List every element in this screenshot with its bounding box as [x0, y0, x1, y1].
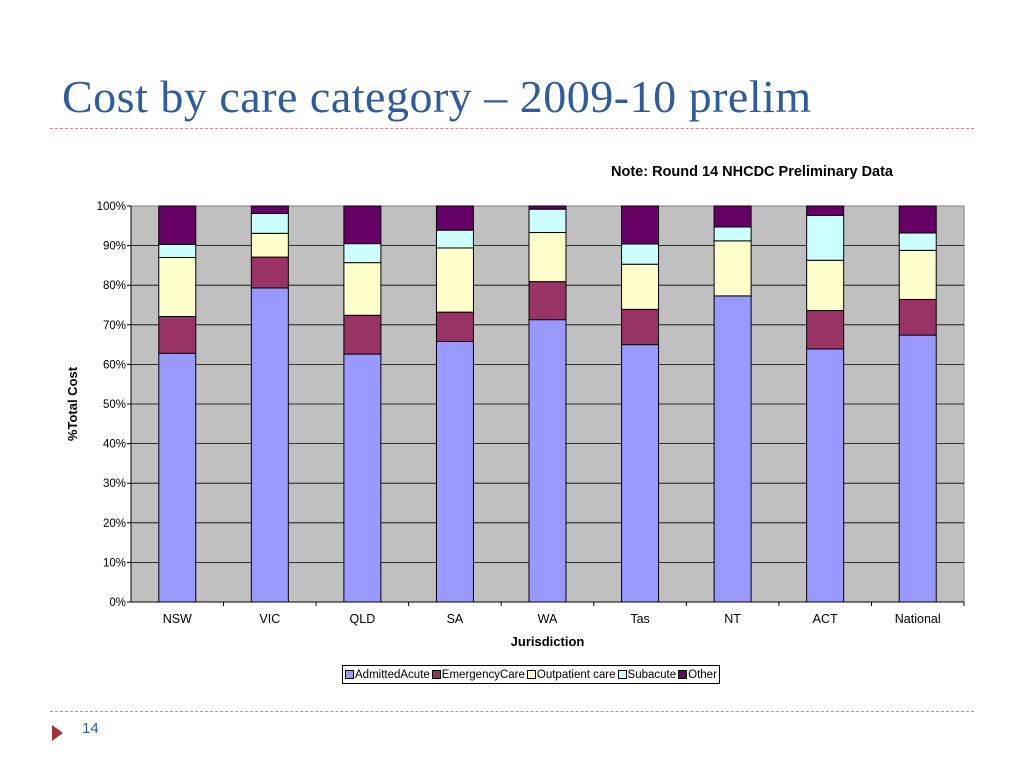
x-tick-label: Tas — [630, 612, 649, 626]
bar-segment — [806, 215, 845, 261]
x-tick-label: NT — [724, 612, 741, 626]
bar-segment — [806, 205, 845, 217]
legend-swatch — [617, 670, 627, 679]
bar-segment — [713, 226, 752, 242]
page-marker-icon — [52, 725, 63, 741]
bar-segment — [806, 348, 845, 603]
legend-item: Other — [678, 669, 717, 681]
bar-segment — [898, 249, 937, 300]
bar-segment — [435, 247, 474, 313]
legend-swatch — [678, 670, 688, 679]
x-tick-label: ACT — [813, 612, 838, 626]
bar-segment — [343, 314, 382, 355]
bar-segment — [435, 340, 474, 603]
bar-segment — [528, 205, 567, 210]
bar-segment — [250, 205, 289, 215]
bar-segment — [343, 243, 382, 264]
bar-segment — [343, 353, 382, 603]
footer-divider — [50, 711, 974, 712]
bar-segment — [343, 262, 382, 316]
bar-segment — [806, 310, 845, 350]
x-tick-label: NSW — [163, 612, 192, 626]
bar-segment — [713, 240, 752, 297]
y-axis-title: %Total Cost — [65, 366, 80, 441]
legend-swatch — [526, 670, 536, 679]
bar-segment — [158, 205, 197, 245]
legend-item: Subacute — [617, 668, 677, 681]
y-tick-label: 60% — [103, 359, 126, 371]
legend-item: Outpatient care — [526, 668, 616, 681]
x-tick-label: QLD — [350, 612, 376, 626]
bar-segment — [435, 229, 474, 249]
bar-segment — [528, 281, 567, 321]
bar-segment — [621, 263, 660, 310]
legend-swatch — [345, 670, 354, 679]
x-tick-label: WA — [538, 612, 558, 626]
bar-segment — [621, 308, 660, 346]
bar-segment — [250, 256, 289, 289]
bar-segment — [528, 319, 567, 603]
legend-item: EmergencyCare — [431, 668, 525, 681]
x-tick-label: National — [895, 612, 941, 626]
bar-segment — [528, 232, 567, 283]
y-tick-label: 100% — [97, 201, 126, 213]
legend-item: AdmittedAcute — [345, 669, 430, 681]
bar-segment — [343, 205, 382, 245]
legend-label: Other — [688, 668, 717, 681]
y-tick-label: 70% — [103, 320, 126, 332]
bar-segment — [435, 205, 474, 231]
bar-segment — [713, 295, 752, 603]
legend-label: Subacute — [627, 668, 677, 681]
legend-label: AdmittedAcute — [355, 668, 430, 681]
bar-segment — [898, 334, 937, 603]
bar-segment — [250, 213, 289, 234]
bar-segment — [621, 205, 660, 245]
bar-segment — [806, 259, 845, 312]
bar-segment — [250, 287, 289, 603]
y-tick-label: 50% — [103, 399, 126, 411]
page-number: 14 — [82, 720, 99, 737]
y-tick-label: 10% — [103, 557, 126, 569]
bar-segment — [158, 315, 197, 354]
bar-segment — [158, 256, 197, 317]
x-axis-title: Jurisdiction — [511, 634, 585, 649]
y-tick-label: 90% — [103, 241, 126, 253]
legend-label: Outpatient care — [536, 668, 616, 681]
bar-segment — [250, 232, 289, 258]
legend-swatch — [431, 670, 441, 679]
y-tick-label: 0% — [109, 597, 126, 609]
y-tick-label: 30% — [103, 478, 126, 490]
bar-segment — [158, 243, 197, 258]
slide-title: Cost by care category – 2009-10 prelim — [62, 71, 812, 122]
x-tick-label: SA — [447, 612, 464, 626]
title-divider — [50, 128, 974, 129]
bar-segment — [621, 243, 660, 265]
bar-segment — [435, 311, 474, 342]
chart-title: Note: Round 14 NHCDC Preliminary Data — [611, 164, 893, 180]
y-tick-label: 40% — [103, 439, 126, 451]
y-tick-label: 80% — [103, 280, 126, 292]
bar-segment — [898, 232, 937, 251]
bar-segment — [898, 298, 937, 336]
bar-segment — [528, 208, 567, 234]
x-tick-label: VIC — [259, 612, 280, 626]
y-tick-label: 20% — [103, 518, 126, 530]
bar-segment — [713, 205, 752, 228]
chart-legend: AdmittedAcute EmergencyCare Outpatient car… — [342, 665, 720, 684]
bar-segment — [898, 205, 937, 234]
bar-segment — [621, 344, 660, 603]
legend-label: EmergencyCare — [441, 668, 525, 681]
bar-segment — [158, 352, 197, 603]
